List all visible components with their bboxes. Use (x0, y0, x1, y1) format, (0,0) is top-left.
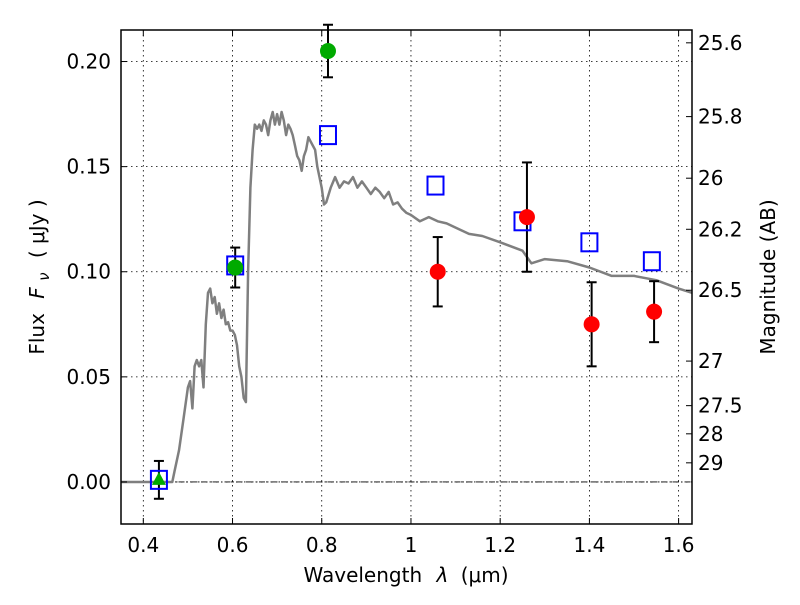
model-flux-marker (426, 175, 445, 196)
y-axis-title: Flux F ν ( μJy ) (25, 199, 54, 354)
y-axis-unit: ( μJy ) (25, 199, 49, 258)
y2-tick-label: 27 (698, 349, 723, 373)
model-flux-marker (642, 251, 661, 272)
x-axis-symbol: λ (436, 563, 449, 587)
y-tick-label: 0.20 (66, 50, 111, 74)
optical-flux-marker (319, 43, 336, 60)
axis-ticks: 0.4 0.6 0.8 1 1.2 1.4 1.6 0.00 0.05 0.10 0.15 0.20 2… (66, 30, 743, 557)
y-tick-label: 0.05 (66, 365, 111, 389)
model-flux-marker (580, 232, 599, 253)
x-tick-label: 1 (405, 533, 418, 557)
x-tick-label: 0.4 (127, 533, 159, 557)
y-axis-subscript: ν (35, 272, 53, 280)
y2-tick-label: 25.8 (698, 105, 743, 129)
x-tick-label: 1.6 (663, 533, 695, 557)
nir-flux-marker (429, 263, 446, 280)
grid-lines (121, 30, 692, 524)
y-tick-label: 0.00 (66, 470, 111, 494)
x-tick-label: 1.2 (484, 533, 516, 557)
optical-flux-marker (227, 259, 244, 276)
y-axis-symbol: F (25, 287, 49, 299)
nir-flux-marker (646, 303, 663, 320)
y2-tick-label: 28 (698, 422, 723, 446)
upper-limit-marker (151, 471, 166, 485)
x-tick-label: 0.6 (217, 533, 249, 557)
model-sed-curve (121, 110, 693, 484)
x-axis-title: Wavelength λ (μm) (303, 563, 508, 587)
y2-tick-label: 27.5 (698, 394, 743, 418)
data-markers (149, 43, 663, 490)
x-tick-label: 1.4 (573, 533, 605, 557)
y-axis-label: Flux (25, 313, 49, 355)
plot-frame (120, 29, 693, 525)
nir-flux-marker (518, 209, 535, 226)
y2-axis-title: Magnitude (AB) (756, 199, 780, 354)
y2-tick-label: 26.5 (698, 278, 743, 302)
y2-tick-label: 26 (698, 166, 723, 190)
x-tick-label: 0.8 (306, 533, 338, 557)
y-tick-label: 0.15 (66, 155, 111, 179)
model-flux-marker (318, 125, 337, 146)
model-sed-layer (121, 110, 693, 484)
y2-tick-label: 26.2 (698, 217, 743, 241)
y2-tick-label: 29 (698, 451, 723, 475)
y-tick-label: 0.10 (66, 260, 111, 284)
model-flux-marker (149, 469, 168, 490)
y2-tick-label: 25.6 (698, 31, 743, 55)
x-axis-unit: (μm) (461, 563, 509, 587)
nir-flux-marker (583, 316, 600, 333)
x-axis-label: Wavelength (303, 563, 422, 587)
